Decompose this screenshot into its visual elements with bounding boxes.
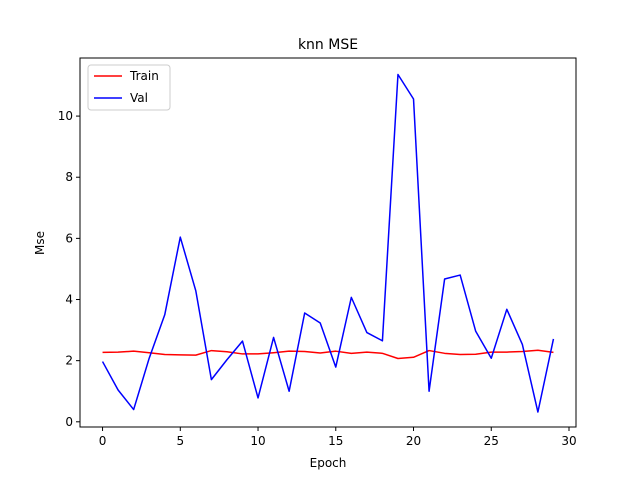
y-tick-label: 8	[65, 170, 73, 184]
x-tick-label: 5	[176, 434, 184, 448]
y-tick-label: 2	[65, 354, 73, 368]
y-tick-label: 4	[65, 293, 73, 307]
x-tick-label: 20	[406, 434, 421, 448]
y-tick-label: 6	[65, 231, 73, 245]
x-tick-label: 0	[99, 434, 107, 448]
x-tick-label: 15	[328, 434, 343, 448]
y-tick-label: 10	[58, 109, 73, 123]
series-line-train	[102, 349, 554, 360]
plot-frame	[79, 57, 577, 428]
series-line-val	[101, 73, 555, 413]
legend: Train Val	[87, 64, 171, 111]
y-axis-label: Mse	[33, 231, 47, 255]
x-tick-label: 10	[250, 434, 265, 448]
x-axis-label: Epoch	[310, 456, 347, 470]
x-tick-label: 25	[484, 434, 499, 448]
chart-title: knn MSE	[298, 37, 358, 53]
series-layer	[101, 73, 555, 413]
x-tick-label: 30	[561, 434, 576, 448]
legend-label-val: Val	[130, 91, 148, 105]
legend-label-train: Train	[129, 69, 159, 83]
y-tick-label: 0	[65, 415, 73, 429]
axes-layer: 0 5 10 15 20 25 30 0 2 4 6 8 10	[58, 109, 577, 448]
